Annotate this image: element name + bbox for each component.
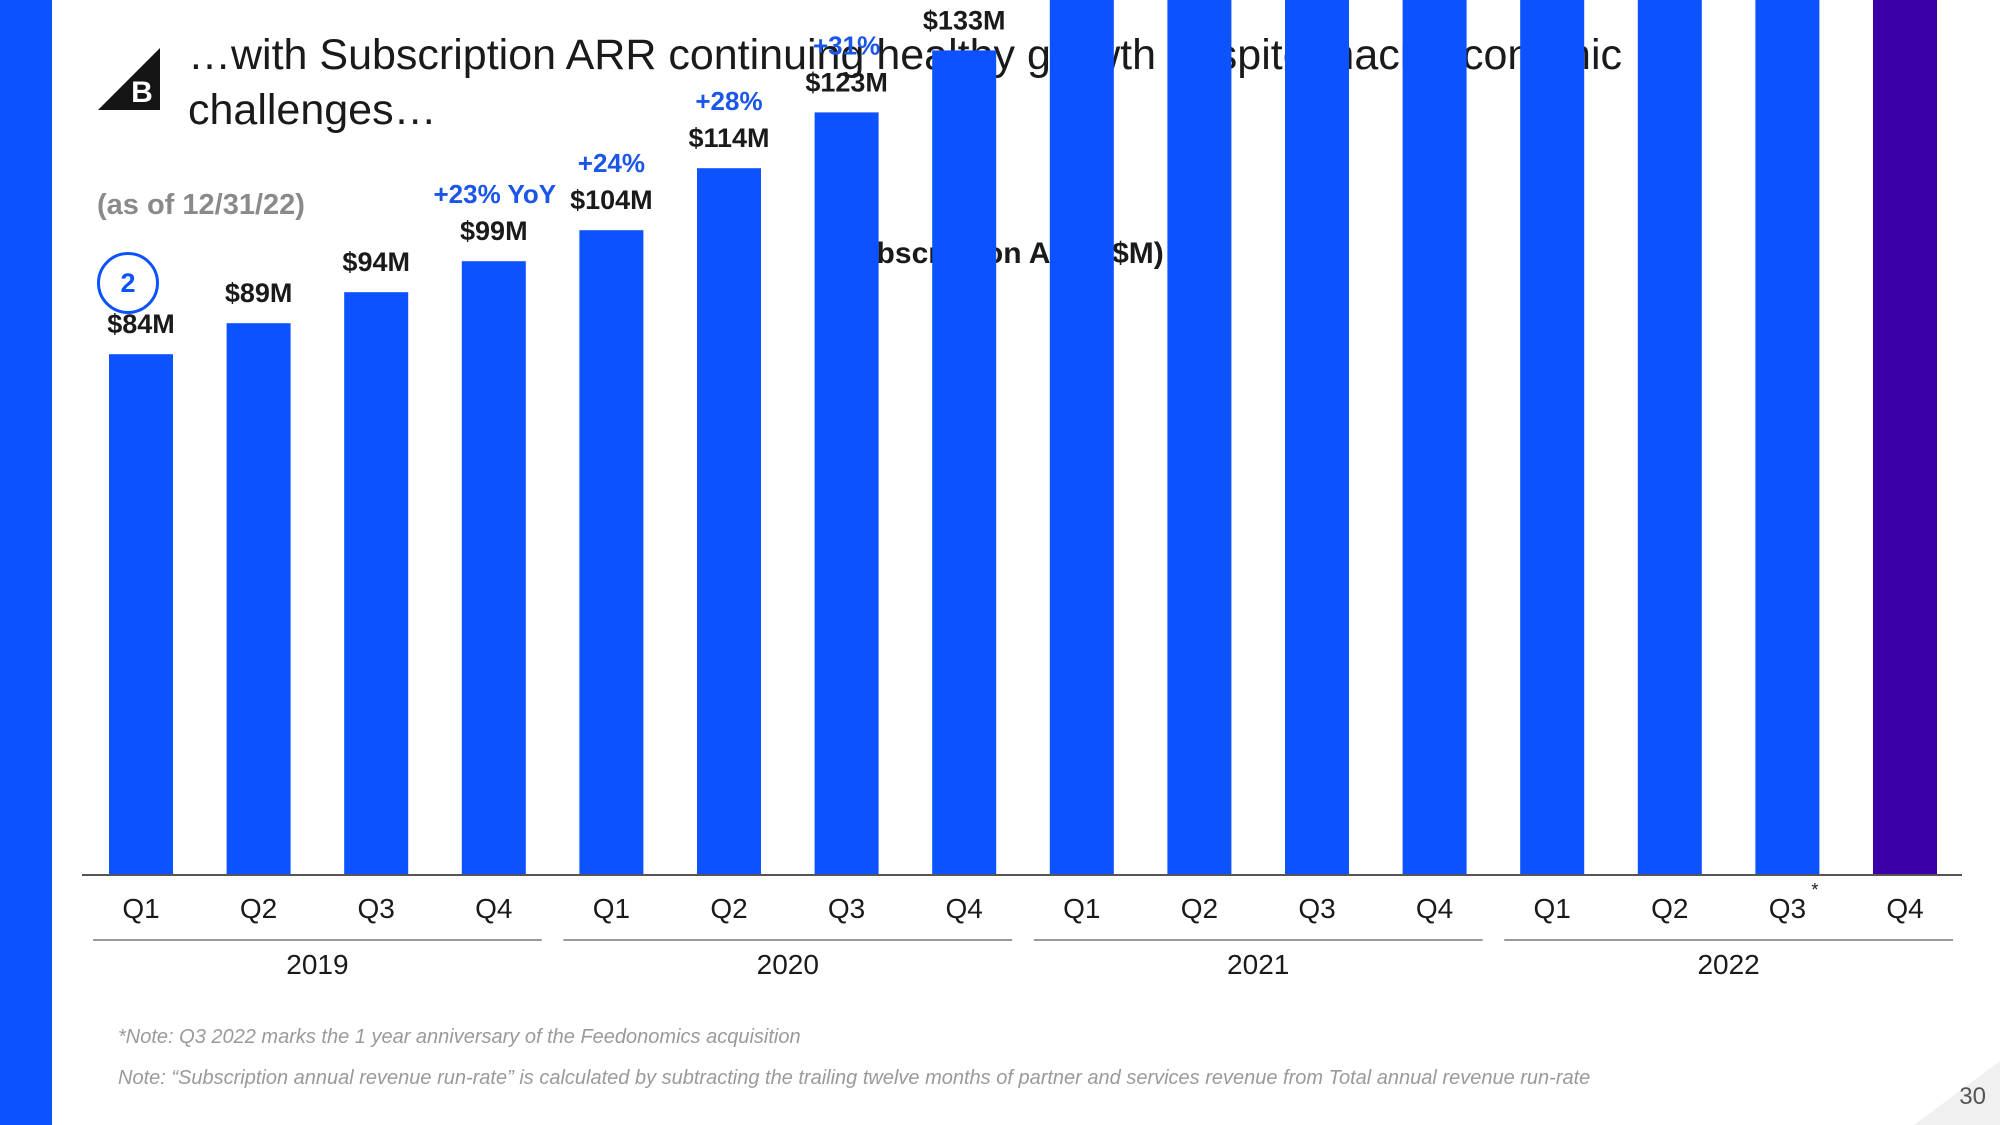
bar-11 — [1402, 0, 1467, 876]
growth-label-5: +28% — [695, 86, 762, 116]
value-label-5: $114M — [688, 123, 769, 153]
bars-layer — [109, 0, 1937, 876]
year-label-2020: 2020 — [757, 949, 819, 980]
bar-0 — [109, 354, 173, 875]
bar-15 — [1873, 0, 1937, 875]
growth-label-6: +31% — [813, 30, 880, 60]
tick-label-1: Q2 — [240, 893, 277, 924]
bar-3 — [461, 261, 526, 875]
chart-title: Subscription ARR ($M) — [838, 237, 1164, 270]
tick-label-6: Q3 — [828, 893, 865, 924]
tick-label-3: Q4 — [475, 893, 512, 924]
bar-1 — [226, 323, 291, 875]
page-corner-decoration — [1914, 1061, 2000, 1125]
bar-2 — [344, 292, 409, 875]
growth-label-4: +24% — [578, 148, 645, 178]
footnote-marker: * — [1811, 880, 1818, 900]
bar-9 — [1167, 0, 1232, 875]
svg-text:B: B — [131, 76, 153, 109]
bar-8 — [1049, 0, 1114, 875]
labels-layer: $84M Q1 $89M Q2 $94M Q3 $99M +23% YoY Q4 $104M +24… — [107, 5, 1923, 924]
value-label-1: $89M — [225, 278, 293, 308]
bar-12 — [1520, 0, 1585, 876]
bar-10 — [1285, 0, 1349, 875]
tick-label-10: Q3 — [1298, 893, 1335, 924]
year-label-2022: 2022 — [1697, 949, 1759, 980]
years-layer: 2019 2020 2021 2022 — [93, 939, 1953, 980]
bar-4 — [579, 230, 644, 875]
tick-label-8: Q1 — [1063, 893, 1100, 924]
tick-label-15: Q4 — [1886, 893, 1923, 924]
tick-label-13: Q2 — [1651, 893, 1688, 924]
bar-6 — [814, 112, 879, 875]
bar-7 — [932, 50, 997, 875]
value-label-6: $123M — [805, 67, 888, 97]
tick-label-5: Q2 — [710, 893, 747, 924]
bar-13 — [1637, 0, 1702, 875]
accent-side-bar — [0, 0, 52, 1125]
tick-label-0: Q1 — [122, 893, 159, 924]
slide-title: …with Subscription ARR continuing health… — [188, 31, 1623, 134]
tick-label-4: Q1 — [593, 893, 630, 924]
bar-14 — [1755, 0, 1820, 875]
value-label-4: $104M — [570, 185, 653, 215]
tick-label-12: Q1 — [1534, 893, 1571, 924]
growth-label-3: +23% YoY — [433, 179, 556, 209]
bigcommerce-logo-icon: B — [98, 48, 160, 110]
tick-label-2: Q3 — [358, 893, 395, 924]
tick-label-14: Q3 — [1769, 893, 1806, 924]
value-label-2: $94M — [342, 247, 410, 277]
year-label-2019: 2019 — [286, 949, 348, 980]
page-number: 30 — [1959, 1083, 1986, 1110]
value-label-3: $99M — [460, 216, 528, 246]
as-of-date: (as of 12/31/22) — [97, 189, 305, 221]
tick-label-11: Q4 — [1416, 893, 1453, 924]
year-label-2021: 2021 — [1227, 949, 1289, 980]
tick-label-9: Q2 — [1181, 893, 1218, 924]
footnote-arr-definition: Note: “Subscription annual revenue run-r… — [118, 1067, 1591, 1089]
value-label-7: $133M — [923, 5, 1006, 35]
value-label-0: $84M — [107, 309, 175, 339]
tick-label-7: Q4 — [946, 893, 983, 924]
bar-5 — [697, 168, 761, 875]
section-badge: 2 — [97, 252, 159, 314]
footnote-feedonomics: *Note: Q3 2022 marks the 1 year annivers… — [118, 1026, 801, 1048]
